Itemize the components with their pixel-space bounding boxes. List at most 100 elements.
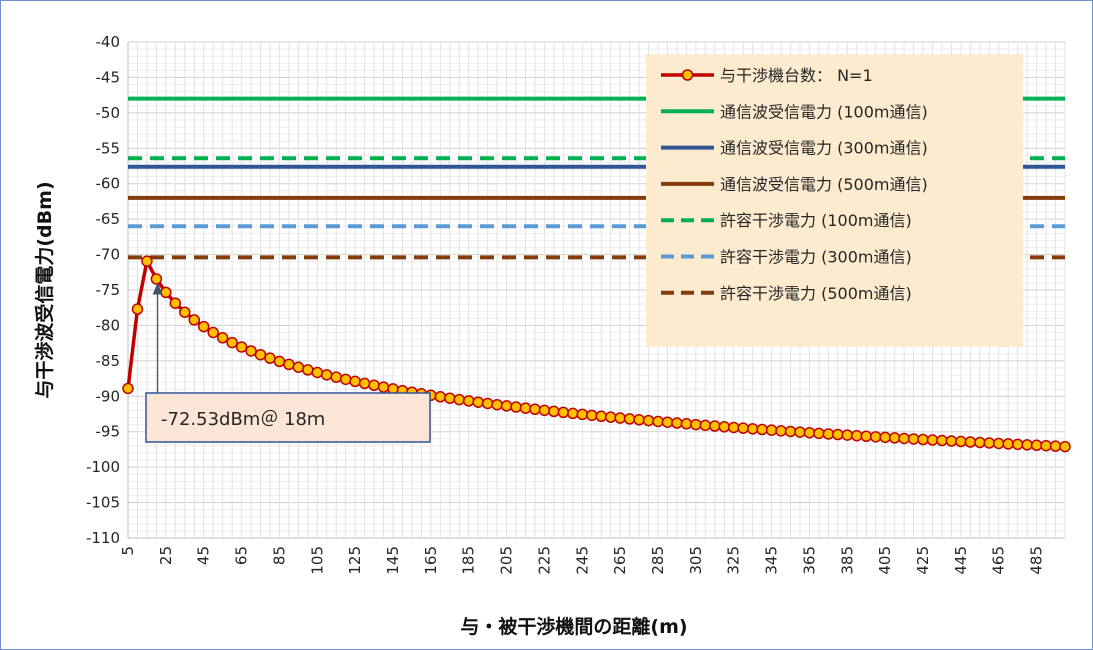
annotation-text: -72.53dBm＠ 18ｍ [161,409,325,430]
data-point [339,373,352,386]
data-point [273,355,286,368]
data-point [226,336,238,349]
annotation-arrowhead [152,282,163,295]
data-point [756,423,768,436]
data-point [519,402,532,414]
y-tick-label: -50 [96,104,121,122]
data-point [727,421,740,434]
data-point [642,414,655,427]
data-point [1059,440,1071,453]
legend-label: 許容干渉電力 (500m通信) [720,284,912,303]
data-point [765,424,778,436]
y-tick-label: -80 [96,316,121,334]
y-tick-label: -60 [96,175,121,193]
y-tick-label: -110 [86,529,120,547]
data-point [548,405,560,418]
y-tick-label: -70 [96,246,121,264]
x-tick-label: 25 [157,546,175,565]
y-tick-label: -90 [96,387,121,405]
data-point [311,366,324,379]
legend-label: 通信波受信電力 (500m通信) [720,175,928,194]
data-point [832,428,844,441]
data-point [784,425,797,438]
annotation-box [145,392,431,443]
data-point [614,412,626,424]
x-tick-label: 285 [649,546,667,575]
data-point [179,306,191,318]
data-point [869,431,882,443]
data-point [254,348,267,361]
data-point [888,432,901,444]
data-point [197,320,210,333]
data-point [699,419,712,432]
x-tick-label: 345 [763,546,781,575]
data-point [1040,439,1052,452]
data-point [377,381,390,393]
x-tick-label: 305 [687,546,705,575]
data-point [945,435,958,447]
data-point [595,410,607,423]
data-point [964,436,977,448]
data-point [481,397,494,410]
data-point [841,429,854,441]
data-point [368,379,380,392]
y-tick-label: -95 [96,423,121,441]
axes [127,42,1065,539]
data-point [491,398,503,411]
x-tick-label: 125 [346,546,364,575]
data-point [150,273,163,285]
data-point [500,400,513,412]
data-point [1011,438,1024,451]
x-tick-label: 405 [876,546,894,575]
data-point [1002,438,1014,450]
data-point [538,404,551,417]
data-point [1049,440,1062,452]
x-tick-label: 385 [838,546,856,575]
data-point [462,395,475,407]
data-point [216,332,229,344]
x-tick-label: 245 [573,546,591,575]
data-point [898,432,910,445]
data-point [813,427,825,440]
data-point [283,358,295,371]
x-tick-label: 225 [535,546,553,575]
x-tick-label: 325 [725,546,743,575]
legend: 与干渉機台数： N=1 通信波受信電力 (100m通信) 通信波受信電力 (300m… [646,54,1023,347]
y-tick-label: -100 [86,458,120,476]
data-point [623,413,636,425]
x-tick-label: 165 [422,546,440,575]
interference-curve [122,255,1071,453]
data-point [917,433,929,446]
data-point [709,420,721,432]
x-tick-label: 205 [498,546,516,575]
data-point [510,401,522,413]
data-point [141,255,153,267]
data-point [576,408,589,421]
legend-marker [681,69,694,81]
data-point [907,433,920,445]
data-point [567,407,579,420]
data-point [160,286,172,299]
data-point [737,422,749,434]
data-point [122,382,134,395]
data-point [671,417,683,429]
data-point [633,414,645,426]
legend-box [646,54,1023,347]
data-point [434,391,447,403]
legend-label: 与干渉機台数： N=1 [720,66,873,85]
data-point [188,314,201,326]
data-point [453,393,466,406]
data-point [851,429,863,442]
data-point [1030,439,1043,452]
data-point [302,364,314,376]
data-point [926,434,939,446]
x-axis-title: 与・被干渉機間の距離(m) [460,615,687,638]
x-axis-ticks: 5 25 45 65 85 105 125 145 165 185 205 225 245 265 285 3… [119,546,1046,575]
data-point [586,409,598,422]
data-point [955,435,967,448]
data-point [604,411,617,423]
y-tick-label: -40 [96,33,121,51]
y-tick-label: -85 [96,352,121,370]
data-point [974,436,986,449]
